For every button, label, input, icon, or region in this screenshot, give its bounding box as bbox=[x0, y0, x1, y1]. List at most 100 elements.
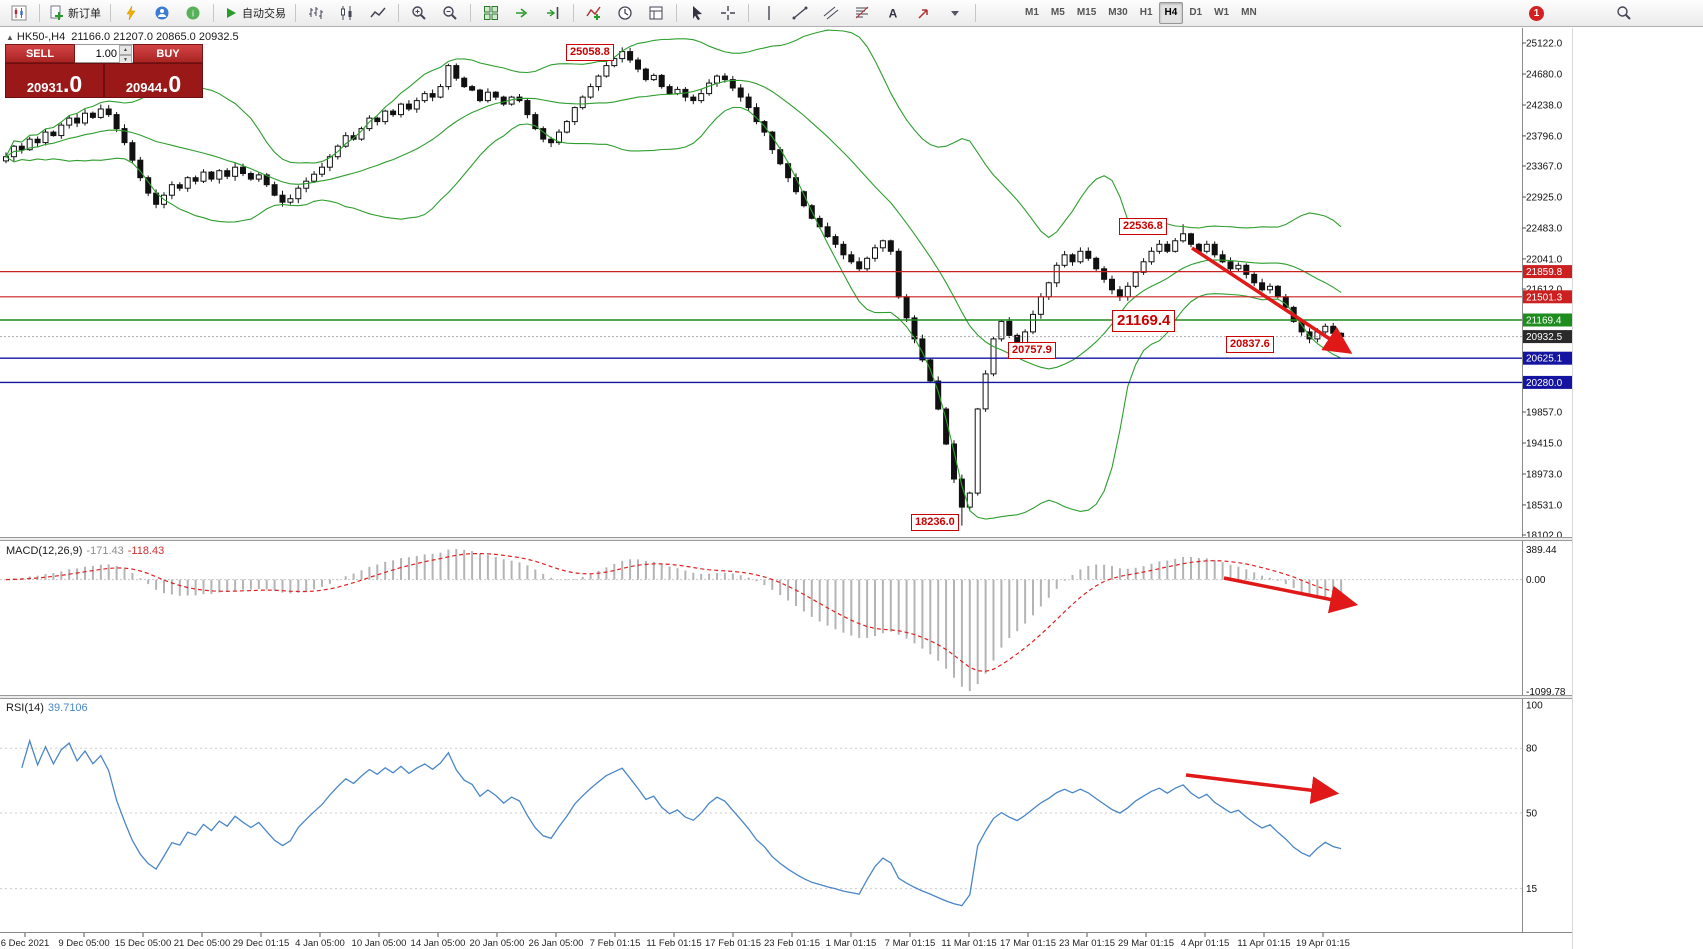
svg-text:29 Mar 01:15: 29 Mar 01:15 bbox=[1118, 938, 1174, 949]
timeframe-button-h1[interactable]: H1 bbox=[1139, 7, 1153, 18]
timeframe-button-d1[interactable]: D1 bbox=[1189, 7, 1203, 18]
toolbar-separator bbox=[398, 4, 399, 22]
svg-text:20932.5: 20932.5 bbox=[1526, 332, 1563, 343]
cursor-icon[interactable] bbox=[682, 1, 712, 25]
sell-price[interactable]: 20931.0 bbox=[5, 63, 104, 98]
volume-stepper[interactable]: ▲ ▼ bbox=[75, 44, 133, 65]
toolbar-icon-groups: 新订单 i 自动交易 A bbox=[4, 1, 970, 25]
periods-icon[interactable] bbox=[610, 1, 640, 25]
svg-text:19 Apr 01:15: 19 Apr 01:15 bbox=[1296, 938, 1350, 949]
price-annotation[interactable]: 20837.6 bbox=[1226, 336, 1274, 353]
svg-text:4 Jan 05:00: 4 Jan 05:00 bbox=[295, 938, 345, 949]
svg-text:100: 100 bbox=[1526, 701, 1543, 712]
timeframe-button-m15[interactable]: M15 bbox=[1076, 7, 1097, 18]
svg-text:26 Jan 05:00: 26 Jan 05:00 bbox=[529, 938, 584, 949]
vertical-line-icon[interactable] bbox=[754, 1, 784, 25]
svg-text:A: A bbox=[889, 7, 898, 21]
ohlc-values: 21166.0 21207.0 20865.0 20932.5 bbox=[71, 31, 239, 43]
buy-price[interactable]: 20944.0 bbox=[104, 63, 203, 98]
svg-text:18102.0: 18102.0 bbox=[1526, 531, 1563, 542]
svg-text:19857.0: 19857.0 bbox=[1526, 408, 1563, 419]
text-icon[interactable]: A bbox=[878, 1, 908, 25]
svg-text:22925.0: 22925.0 bbox=[1526, 193, 1563, 204]
svg-text:11 Mar 01:15: 11 Mar 01:15 bbox=[941, 938, 996, 949]
svg-text:i: i bbox=[192, 9, 194, 19]
svg-text:389.44: 389.44 bbox=[1526, 545, 1557, 556]
svg-text:-1099.78: -1099.78 bbox=[1526, 687, 1566, 698]
timeframe-button-m5[interactable]: M5 bbox=[1050, 7, 1065, 18]
svg-text:18973.0: 18973.0 bbox=[1526, 470, 1563, 481]
candlestick-chart-icon[interactable] bbox=[332, 1, 362, 25]
templates-icon[interactable] bbox=[641, 1, 671, 25]
svg-text:10 Jan 05:00: 10 Jan 05:00 bbox=[352, 938, 407, 949]
indicators-icon[interactable] bbox=[579, 1, 609, 25]
tile-windows-icon[interactable] bbox=[476, 1, 506, 25]
zoom-out-icon[interactable] bbox=[435, 1, 465, 25]
svg-text:17 Mar 01:15: 17 Mar 01:15 bbox=[1000, 938, 1056, 949]
timeframe-button-m30[interactable]: M30 bbox=[1108, 7, 1128, 18]
symbol-period: HK50-,H4 bbox=[16, 31, 66, 43]
main-toolbar: 新订单 i 自动交易 A M1 M5 M15 M30 H1 H4 D1 W1 MN 1 bbox=[0, 0, 1703, 27]
toolbar-separator bbox=[748, 4, 749, 22]
toolbar-separator bbox=[573, 4, 574, 22]
channel-icon[interactable] bbox=[816, 1, 846, 25]
crosshair-icon[interactable] bbox=[713, 1, 743, 25]
volume-increase-button[interactable]: ▲ bbox=[119, 45, 132, 55]
rsi-label: RSI(14) 39.7106 bbox=[6, 702, 88, 714]
toolbar-right: 1 bbox=[1529, 1, 1699, 25]
timeframe-button-m1[interactable]: M1 bbox=[1025, 7, 1039, 18]
svg-text:15 Dec 05:00: 15 Dec 05:00 bbox=[115, 938, 172, 949]
fibonacci-icon[interactable] bbox=[847, 1, 877, 25]
price-annotation[interactable]: 22536.8 bbox=[1119, 218, 1167, 235]
price-annotation[interactable]: 21169.4 bbox=[1112, 310, 1176, 332]
svg-text:24680.0: 24680.0 bbox=[1526, 70, 1563, 81]
price-annotation[interactable]: 25058.8 bbox=[566, 44, 614, 61]
arrows-icon[interactable] bbox=[909, 1, 939, 25]
svg-text:15: 15 bbox=[1526, 884, 1538, 895]
alerts-icon[interactable] bbox=[116, 1, 146, 25]
notification-badge[interactable]: 1 bbox=[1529, 5, 1544, 21]
auto-scroll-icon[interactable] bbox=[507, 1, 537, 25]
svg-text:0.00: 0.00 bbox=[1526, 575, 1546, 586]
line-chart-icon[interactable] bbox=[363, 1, 393, 25]
help-icon[interactable]: i bbox=[178, 1, 208, 25]
zoom-in-icon[interactable] bbox=[404, 1, 434, 25]
svg-text:1 Mar 01:15: 1 Mar 01:15 bbox=[826, 938, 877, 949]
sell-button[interactable]: SELL bbox=[5, 44, 75, 63]
search-icon[interactable] bbox=[1609, 1, 1639, 25]
timeframe-button-w1[interactable]: W1 bbox=[1214, 7, 1230, 18]
svg-text:9 Dec 05:00: 9 Dec 05:00 bbox=[58, 938, 109, 949]
svg-text:22483.0: 22483.0 bbox=[1526, 224, 1563, 235]
toolbar-separator bbox=[470, 4, 471, 22]
svg-text:22041.0: 22041.0 bbox=[1526, 254, 1563, 265]
price-annotation[interactable]: 20757.9 bbox=[1008, 342, 1056, 359]
trendline-icon[interactable] bbox=[785, 1, 815, 25]
auto-trading-button[interactable]: 自动交易 bbox=[219, 1, 290, 25]
svg-text:4 Apr 01:15: 4 Apr 01:15 bbox=[1181, 938, 1230, 949]
buy-button[interactable]: BUY bbox=[133, 44, 203, 63]
chart-window-icon[interactable] bbox=[4, 1, 34, 25]
macd-label: MACD(12,26,9) -171.43 -118.43 bbox=[6, 545, 165, 557]
time-axis[interactable]: 6 Dec 2021 9 Dec 05:00 15 Dec 05:00 21 Dec … bbox=[1, 933, 1350, 949]
community-icon[interactable] bbox=[147, 1, 177, 25]
svg-text:20 Jan 05:00: 20 Jan 05:00 bbox=[470, 938, 525, 949]
chart-shift-icon[interactable] bbox=[538, 1, 568, 25]
volume-input[interactable] bbox=[75, 45, 119, 62]
svg-text:21612.0: 21612.0 bbox=[1526, 285, 1563, 296]
price-pane[interactable] bbox=[0, 29, 1522, 526]
macd-pane[interactable]: 389.44 0.00 -1099.78 bbox=[0, 545, 1566, 698]
new-order-button[interactable]: 新订单 bbox=[45, 1, 105, 25]
timeframe-group: M1 M5 M15 M30 H1 H4 D1 W1 MN bbox=[1019, 2, 1263, 24]
svg-text:23 Feb 01:15: 23 Feb 01:15 bbox=[764, 938, 820, 949]
price-axis[interactable]: 25122.0 24680.0 24238.0 23796.0 23367.0 22925… bbox=[1522, 28, 1573, 949]
price-annotation[interactable]: 18236.0 bbox=[911, 514, 959, 531]
timeframe-button-h4[interactable]: H4 bbox=[1158, 2, 1184, 24]
timeframe-button-mn[interactable]: MN bbox=[1241, 7, 1257, 18]
shapes-dropdown-icon[interactable] bbox=[940, 1, 970, 25]
svg-text:29 Dec 01:15: 29 Dec 01:15 bbox=[233, 938, 290, 949]
bars-chart-icon[interactable] bbox=[301, 1, 331, 25]
rsi-pane[interactable]: 100 80 50 15 bbox=[0, 701, 1543, 907]
toolbar-separator bbox=[213, 4, 214, 22]
